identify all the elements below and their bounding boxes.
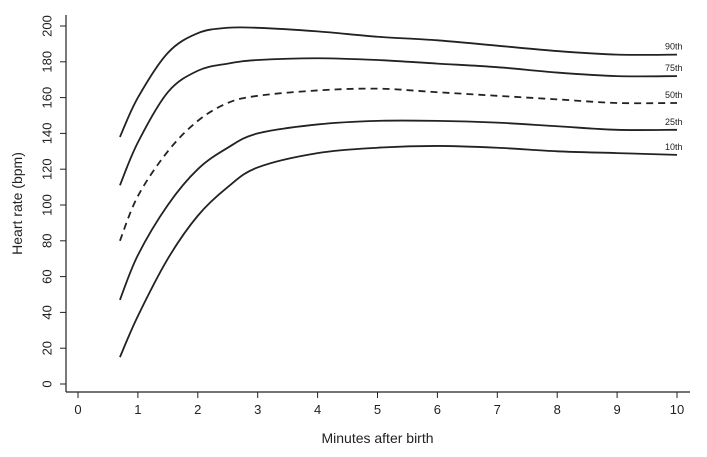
x-axis-title: Minutes after birth [321,430,433,446]
series-line-50th [119,87,678,242]
ticks: 0 20 40 60 80 100 120 140 160 180 200 0 1 2 3 4 5 6 7 8 9 10 [39,15,684,417]
x-tick-label: 9 [613,402,620,417]
y-tick-label: 180 [39,51,54,73]
series-line-90th [119,26,678,138]
x-tick-label: 1 [134,402,141,417]
series-label-25th: 25th [665,117,683,127]
series-line-10th [119,145,678,358]
series-label-75th: 75th [665,63,683,73]
series-label-10th: 10th [665,142,683,152]
y-axis-title: Heart rate (bpm) [9,152,25,255]
x-tick-label: 6 [434,402,441,417]
series-label-90th: 90th [665,42,683,52]
x-tick-label: 4 [314,402,321,417]
y-tick-label: 0 [39,380,54,387]
x-tick-label: 2 [194,402,201,417]
y-tick-label: 60 [39,269,54,283]
axes [65,15,690,393]
x-tick-label: 7 [494,402,501,417]
series-label-50th: 50th [665,90,683,100]
series-labels: 90th 75th 50th 25th 10th [665,42,683,152]
x-tick-label: 10 [670,402,684,417]
y-tick-label: 160 [39,87,54,109]
x-tick-label: 5 [374,402,381,417]
y-tick-label: 200 [39,15,54,37]
y-tick-label: 80 [39,234,54,248]
series-line-75th [119,57,678,186]
y-tick-label: 20 [39,341,54,355]
y-tick-label: 140 [39,123,54,145]
curves [119,26,678,358]
y-tick-label: 120 [39,158,54,180]
y-tick-label: 40 [39,305,54,319]
y-tick-label: 100 [39,194,54,216]
x-tick-label: 0 [74,402,81,417]
series-line-25th [119,119,678,301]
x-tick-label: 8 [554,402,561,417]
x-tick-label: 3 [254,402,261,417]
